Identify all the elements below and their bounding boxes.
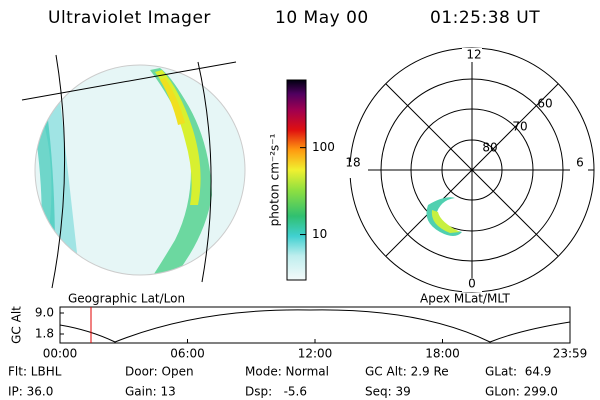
mlat-label: 80: [482, 141, 497, 155]
info-field: Door: Open: [125, 365, 194, 379]
mlt-label: 6: [576, 156, 584, 170]
altitude-ylabel: GC Alt: [10, 306, 24, 344]
geo-grid: [21, 54, 237, 289]
altitude-ytick-label: 9.0: [35, 306, 54, 320]
mlt-label: 0: [468, 277, 476, 291]
colorbar-label: photon cm⁻²s⁻¹: [268, 133, 282, 226]
info-field: Gain: 13: [125, 385, 176, 399]
altitude-xtick-label: 23:59: [553, 347, 588, 361]
info-field: Seq: 39: [365, 385, 411, 399]
altitude-curve: [59, 309, 571, 343]
image-label: Apex MLat/MLT: [420, 292, 510, 306]
info-field: Dsp: -5.6: [245, 385, 307, 399]
image-label: Geographic Lat/Lon: [68, 292, 185, 306]
time: 01:25:38 UT: [430, 8, 540, 28]
info-field: Mode: Normal: [245, 365, 329, 379]
mlat-label: 70: [512, 120, 527, 134]
colorbar-tick-label: 100: [312, 140, 335, 154]
altitude-xtick-label: 12:00: [298, 347, 333, 361]
info-field: GLon: 299.0: [485, 385, 558, 399]
image-disk: [34, 64, 246, 276]
info-field: Flt: LBHL: [8, 365, 62, 379]
mlat-label: 60: [537, 97, 552, 111]
altitude-xtick-label: 00:00: [43, 347, 78, 361]
mlt-label: 12: [466, 48, 481, 62]
altitude-xtick-label: 18:00: [425, 347, 460, 361]
altitude-ytick-label: 1.8: [35, 327, 54, 341]
uv-image: [35, 65, 245, 275]
date: 10 May 00: [275, 8, 369, 28]
altitude-xtick-label: 06:00: [170, 347, 205, 361]
colorbar-tick-label: 10: [312, 227, 327, 241]
colorbar: [286, 79, 307, 281]
info-field: GLat: 64.9: [485, 365, 551, 379]
polar-plot: [349, 47, 595, 293]
altitude-frame: [59, 306, 571, 344]
info-field: GC Alt: 2.9 Re: [365, 365, 449, 379]
info-field: IP: 36.0: [8, 385, 53, 399]
mlt-label: 18: [345, 156, 360, 170]
title: Ultraviolet Imager: [48, 8, 211, 28]
